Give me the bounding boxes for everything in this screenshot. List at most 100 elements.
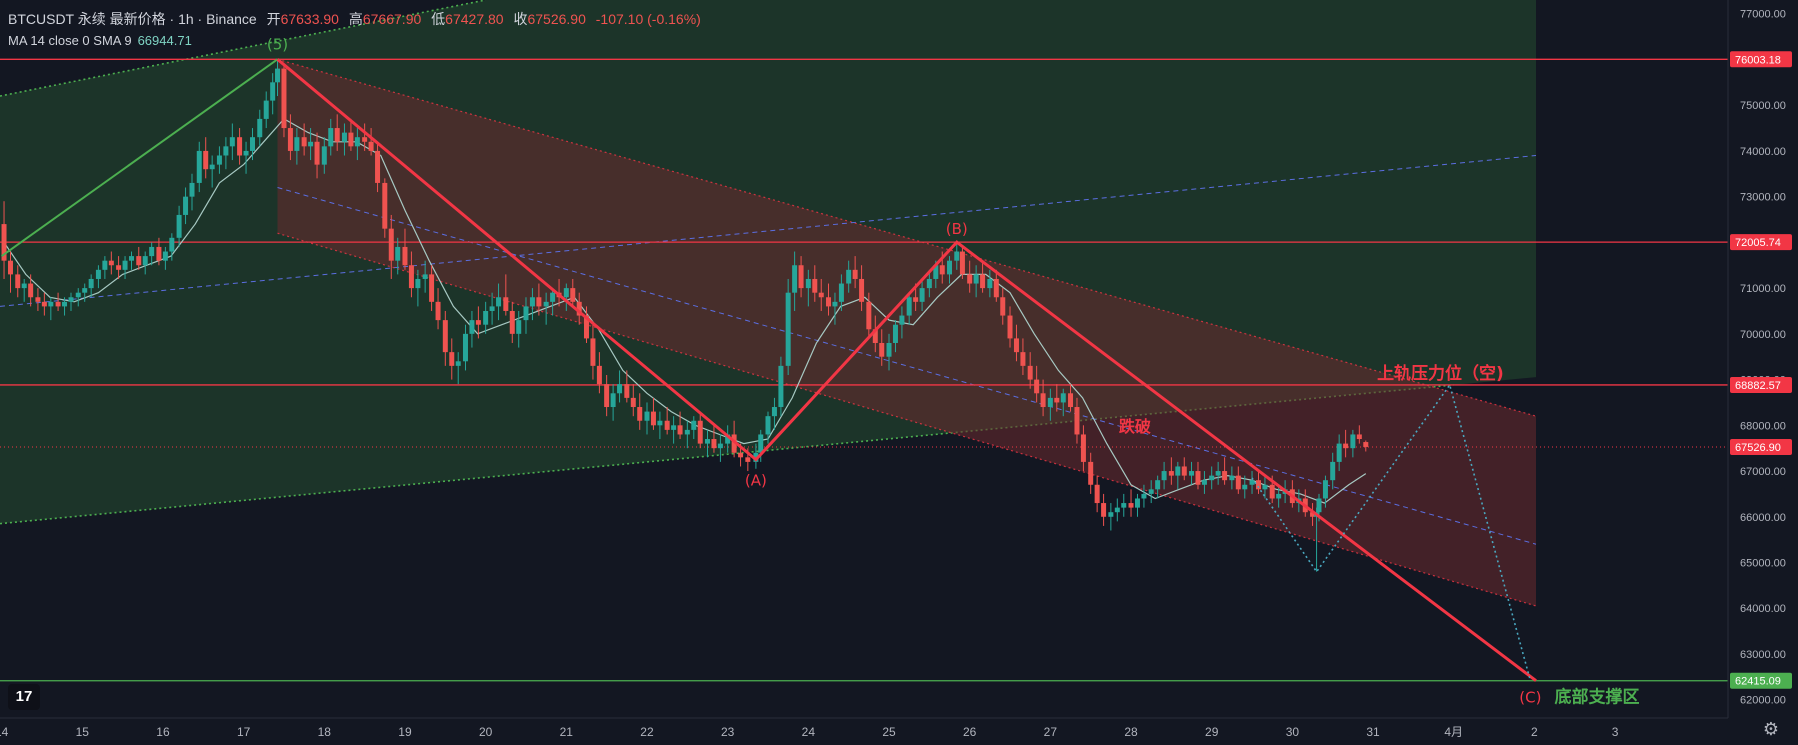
candle-body — [48, 301, 54, 307]
candle-body — [1181, 466, 1187, 476]
y-tick-label: 62000.00 — [1740, 695, 1786, 707]
candle-body — [341, 132, 347, 142]
candle-body — [334, 128, 340, 142]
candle-body — [257, 118, 263, 138]
candle-body — [162, 251, 168, 261]
candle-body — [604, 384, 610, 408]
high-label: 高 — [348, 11, 363, 27]
candle-body — [846, 269, 852, 284]
candle-body — [496, 297, 502, 307]
y-tick-label: 70000.00 — [1740, 329, 1786, 341]
candle-body — [328, 128, 334, 147]
candle-body — [677, 425, 683, 435]
candle-body — [954, 251, 960, 261]
candle-body — [792, 265, 798, 293]
candle-body — [771, 407, 777, 417]
candle-body — [993, 278, 999, 298]
x-tick-label: 3 — [1612, 725, 1619, 739]
candle-body — [1316, 498, 1322, 513]
candle-body — [1209, 475, 1215, 481]
candle-body — [1336, 443, 1342, 462]
candle-body — [832, 301, 838, 307]
candle-body — [509, 310, 515, 334]
candle-body — [1128, 503, 1134, 508]
candle-body — [1189, 471, 1195, 476]
candle-body — [435, 301, 441, 321]
candle-body — [7, 260, 13, 275]
candle-body — [1262, 484, 1268, 490]
candle-body — [1222, 471, 1228, 481]
tradingview-logo[interactable]: 17 — [8, 684, 40, 710]
candle-body — [852, 269, 858, 279]
candle-body — [88, 278, 94, 289]
wave-label-0: (5) — [267, 35, 288, 53]
candle-body — [1114, 507, 1120, 513]
candle-body — [301, 137, 307, 147]
y-tick-label: 68000.00 — [1740, 420, 1786, 432]
candle-body — [926, 278, 932, 289]
change-value: -107.10 (-0.16%) — [595, 11, 701, 27]
candle-body — [758, 434, 764, 453]
candle-body — [778, 365, 784, 408]
price-marker-label-2: 68882.57 — [1735, 380, 1781, 392]
y-tick-label: 64000.00 — [1740, 603, 1786, 615]
candle-body — [128, 256, 134, 261]
x-tick-label: 23 — [721, 725, 735, 739]
candle-body — [415, 278, 421, 289]
candle-body — [906, 297, 912, 316]
candle-body — [382, 182, 388, 229]
x-tick-label: 26 — [963, 725, 977, 739]
candle-body — [237, 137, 243, 156]
candle-body — [287, 128, 293, 151]
candle-body — [644, 411, 650, 421]
candle-body — [483, 310, 489, 325]
candle-body — [798, 265, 804, 289]
candle-body — [516, 320, 522, 334]
candle-body — [1242, 484, 1248, 490]
candle-body — [717, 443, 723, 449]
chart-legend: BTCUSDT 永续 最新价格 · 1h · Binance 开67633.90… — [8, 8, 701, 52]
candle-body — [939, 265, 945, 275]
candle-body — [455, 361, 461, 366]
candle-body — [15, 274, 21, 289]
candle-body — [570, 288, 576, 302]
candle-body — [503, 297, 509, 311]
ma-indicator-label[interactable]: MA 14 close 0 SMA 9 — [8, 33, 132, 48]
candle-body — [243, 150, 249, 156]
candle-body — [1215, 471, 1221, 476]
candle-body — [203, 150, 209, 170]
candle-body — [704, 439, 710, 444]
low-label: 低 — [431, 11, 446, 27]
candle-body — [1074, 407, 1080, 435]
price-marker-label-0: 76003.18 — [1735, 54, 1781, 66]
candle-body — [1141, 493, 1147, 499]
price-marker-1 — [1730, 234, 1792, 251]
candle-body — [959, 251, 965, 275]
gear-icon[interactable]: ⚙ — [1762, 719, 1780, 739]
x-tick-label: 15 — [76, 725, 90, 739]
candle-body — [475, 320, 481, 325]
candle-body — [1269, 484, 1275, 499]
candle-body — [375, 150, 381, 183]
candle-body — [442, 320, 448, 353]
y-tick-label: 63000.00 — [1740, 649, 1786, 661]
candle-body — [1310, 512, 1316, 517]
candle-body — [1201, 480, 1207, 485]
x-tick-label: 25 — [882, 725, 896, 739]
candle-body — [866, 301, 872, 330]
candle-body — [805, 278, 811, 289]
x-tick-label: 31 — [1366, 725, 1380, 739]
candle-body — [967, 274, 973, 284]
candle-body — [402, 246, 408, 266]
candle-body — [1148, 489, 1154, 494]
close-label: 收 — [513, 11, 528, 27]
candle-body — [449, 352, 455, 366]
candle-body — [664, 420, 670, 430]
wave-label-3: 跌破 — [1119, 417, 1151, 436]
ma-line — [3, 118, 1367, 504]
projection-path — [1251, 383, 1532, 681]
open-value: 67633.90 — [280, 11, 339, 27]
candle-body — [550, 292, 556, 302]
candle-body — [1020, 352, 1026, 366]
